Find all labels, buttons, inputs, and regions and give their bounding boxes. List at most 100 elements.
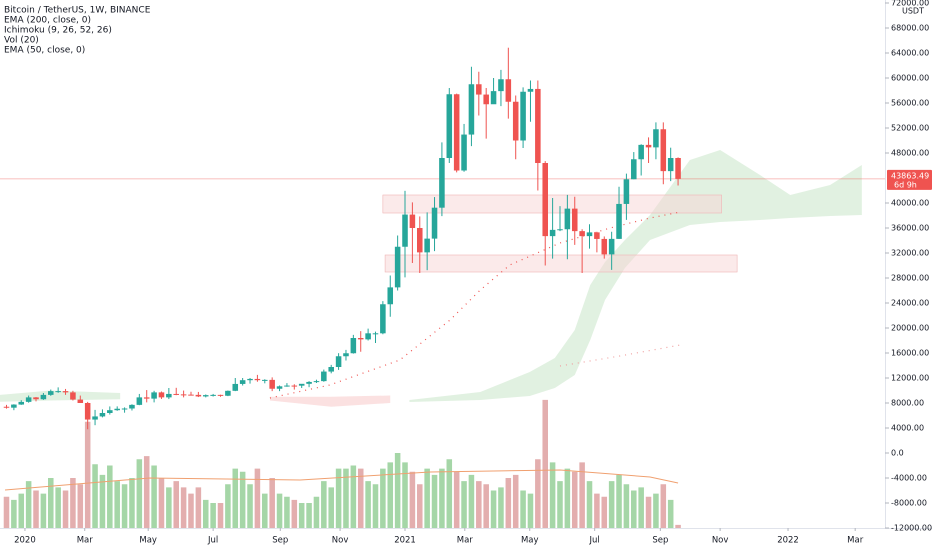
volume-bar: [84, 421, 91, 528]
volume-bar: [210, 503, 216, 528]
volume-bar: [527, 493, 534, 528]
candle-body: [18, 401, 25, 405]
volume-bar: [107, 465, 113, 528]
candle-body: [210, 394, 216, 396]
y-tick-label: 0.0: [891, 449, 904, 458]
candle-body: [365, 333, 371, 340]
candle-body: [151, 392, 157, 399]
candle-body: [55, 391, 61, 393]
candle-body: [62, 391, 69, 393]
volume-bar: [417, 484, 423, 528]
volume-bar: [343, 468, 349, 528]
volume-bar: [402, 462, 408, 528]
y-tick-label: 24000.00: [891, 299, 929, 308]
legend-indicator: EMA (50, close, 0): [4, 46, 85, 56]
candle-body: [313, 381, 320, 383]
candle-body: [394, 246, 401, 288]
volume-bar: [387, 462, 394, 528]
volume-bar: [476, 481, 482, 528]
candle-body: [48, 391, 54, 395]
legend-indicator: Ichimoku (9, 26, 52, 26): [4, 26, 112, 36]
candle-body: [549, 229, 556, 237]
candle-body: [409, 214, 416, 228]
x-tick-label: Sep: [272, 536, 288, 546]
candle-body: [476, 84, 482, 95]
last-price-tag: [887, 169, 932, 190]
volume-bar: [225, 484, 231, 528]
candle-body: [645, 144, 652, 148]
candle-body: [276, 386, 283, 389]
volume-bar: [99, 474, 106, 528]
y-tick-label: -8000.00: [891, 499, 927, 508]
candle-body: [84, 403, 91, 420]
candle-body: [321, 371, 327, 382]
volume-bar: [55, 487, 61, 528]
candle-body: [136, 397, 143, 405]
volume-bar: [25, 481, 32, 528]
candle-body: [527, 88, 534, 92]
candle-body: [542, 163, 548, 237]
ema50-line: [269, 211, 681, 399]
volume-bar: [461, 481, 467, 528]
candle-body: [143, 397, 150, 399]
volume-bar: [70, 478, 76, 528]
x-tick-label: Jul: [207, 536, 218, 546]
volume-bar: [129, 478, 135, 528]
legend-indicator: EMA (200, close, 0): [4, 16, 91, 26]
y-tick-label: 16000.00: [891, 349, 929, 358]
volume-bar: [542, 399, 548, 528]
y-tick-label: -4000.00: [891, 474, 927, 483]
candle-body: [202, 395, 209, 397]
candle-body: [180, 394, 187, 396]
volume-bar: [498, 487, 504, 528]
volume-bar: [579, 462, 585, 528]
x-tick-label: Jul: [589, 536, 600, 546]
x-tick-label: 2021: [394, 536, 416, 546]
candle-body: [269, 379, 275, 389]
x-tick-label: Mar: [77, 536, 94, 546]
y-tick-label: 48000.00: [891, 149, 929, 158]
candle-body: [335, 356, 342, 367]
candle-body: [468, 84, 475, 135]
candle-body: [173, 393, 179, 395]
candle-body: [343, 353, 349, 357]
candle-body: [417, 228, 423, 253]
volume-bar: [608, 481, 615, 528]
volume-bar: [409, 471, 416, 528]
volume-bar: [232, 468, 239, 528]
countdown-label: 6d 9h: [894, 180, 917, 189]
volume-bar: [180, 487, 187, 528]
volume-bar: [439, 468, 445, 528]
volume-bar: [136, 459, 143, 528]
x-tick-label: Sep: [652, 536, 668, 546]
y-tick-label: 64000.00: [891, 49, 929, 58]
candle-body: [653, 129, 659, 148]
volume-bar: [40, 493, 47, 528]
volume-bar: [365, 481, 371, 528]
candle-body: [70, 392, 76, 400]
x-tick-label: 2020: [14, 536, 36, 546]
candle-body: [77, 399, 84, 403]
candle-body: [586, 232, 593, 237]
volume-bar: [483, 484, 489, 528]
candle-body: [217, 394, 224, 396]
candle-body: [564, 208, 571, 230]
candle-body: [490, 91, 497, 105]
volume-bar: [77, 484, 84, 528]
plot-area: [0, 47, 885, 528]
candle-body: [99, 413, 106, 417]
volume-bar: [653, 493, 659, 528]
candle-body: [675, 158, 681, 179]
volume-bar: [92, 464, 98, 528]
x-tick-label: Mar: [457, 536, 474, 546]
candle-body: [328, 367, 334, 372]
candle-body: [247, 378, 253, 381]
volume-bar: [33, 490, 39, 528]
volume-bar: [11, 499, 17, 528]
x-tick-label: Nov: [712, 536, 729, 546]
volume-bar: [284, 496, 290, 528]
volume-bar: [505, 478, 512, 528]
y-tick-label: 32000.00: [891, 249, 929, 258]
candle-body: [402, 214, 408, 247]
